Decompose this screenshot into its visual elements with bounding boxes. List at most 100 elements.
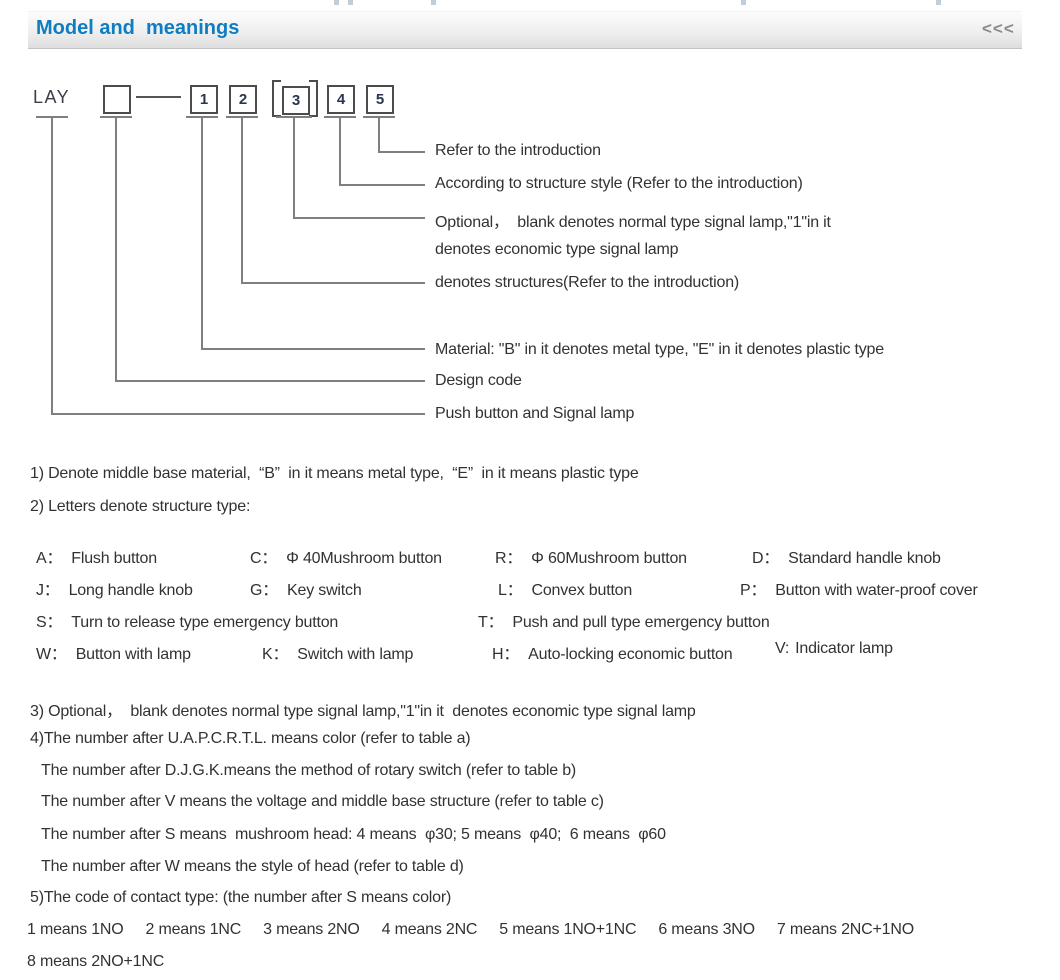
- structure-type-J: J： Long handle knob: [36, 576, 193, 600]
- connector-5-h: [378, 151, 425, 153]
- type-code: K：: [262, 646, 289, 663]
- connector-3-v: [293, 118, 295, 219]
- callout-product: Push button and Signal lamp: [435, 405, 635, 422]
- type-label: Switch with lamp: [297, 646, 414, 663]
- structure-type-H: H： Auto-locking economic button: [492, 640, 733, 664]
- type-code: R：: [495, 550, 523, 567]
- type-label: Flush button: [71, 550, 157, 567]
- type-label: Indicator lamp: [795, 640, 893, 657]
- note-4-sub1: The number after D.J.G.K.means the metho…: [41, 762, 577, 779]
- note-4-sub4: The number after W means the style of he…: [41, 858, 464, 875]
- contact-code: 7 means 2NC+1NO: [776, 921, 914, 938]
- structure-type-R: R： Φ 60Mushroom button: [495, 544, 687, 568]
- type-code: G：: [250, 582, 279, 599]
- tick-3: [276, 116, 312, 118]
- structure-type-L: L： Convex button: [498, 576, 632, 600]
- structure-type-C: C： Φ 40Mushroom button: [250, 544, 442, 568]
- type-label: Turn to release type emergency button: [71, 614, 339, 631]
- clipped-mark: [334, 0, 339, 5]
- model-box-design: [103, 85, 131, 114]
- right-bracket: [309, 80, 318, 117]
- contact-code: 1 means 1NO: [27, 921, 124, 938]
- connector-design-h: [115, 380, 425, 382]
- model-dash: [136, 96, 181, 98]
- section-header-bar: Model and meanings: [28, 11, 1022, 49]
- clipped-mark: [741, 0, 746, 5]
- contact-code: 5 means 1NO+1NC: [499, 921, 637, 938]
- type-label: Standard handle knob: [788, 550, 941, 567]
- contact-code-row: 1 means 1NO 2 means 1NC 3 means 2NO 4 me…: [27, 921, 914, 939]
- connector-lay-v: [51, 118, 53, 415]
- callout-optional-line1: Optional， blank denotes normal type sign…: [435, 214, 831, 231]
- tick-lay: [36, 116, 68, 118]
- clipped-mark: [936, 0, 941, 5]
- note-5: 5)The code of contact type: (the number …: [30, 889, 452, 906]
- type-label: Button with lamp: [75, 646, 191, 663]
- clipped-mark: [431, 0, 436, 5]
- contact-code: 6 means 3NO: [658, 921, 755, 938]
- structure-type-T: T： Push and pull type emergency button: [478, 608, 770, 632]
- structure-type-K: K： Switch with lamp: [262, 640, 413, 664]
- contact-code-line2: 8 means 2NO+1NC: [27, 953, 165, 970]
- contact-code: 2 means 1NC: [145, 921, 242, 938]
- connector-4-v: [339, 118, 341, 186]
- type-code: L：: [498, 582, 523, 599]
- type-code: T：: [478, 614, 504, 631]
- connector-4-h: [339, 184, 425, 186]
- structure-type-S: S： Turn to release type emergency button: [36, 608, 338, 632]
- type-code: A：: [36, 550, 63, 567]
- structure-type-W: W： Button with lamp: [36, 640, 191, 664]
- connector-1-h: [201, 348, 425, 350]
- type-label: Long handle knob: [68, 582, 193, 599]
- structure-type-D: D： Standard handle knob: [752, 544, 941, 568]
- type-code: S：: [36, 614, 63, 631]
- note-4-sub3: The number after S means mushroom head: …: [41, 826, 666, 843]
- structure-type-P: P： Button with water-proof cover: [740, 576, 978, 600]
- tick-4: [324, 116, 356, 118]
- type-label: Convex button: [531, 582, 633, 599]
- model-box-2: 2: [229, 85, 257, 114]
- type-label: Φ 40Mushroom button: [286, 550, 442, 567]
- connector-design-v: [115, 118, 117, 382]
- tick-1: [186, 116, 218, 118]
- callout-refer: Refer to the introduction: [435, 142, 601, 159]
- type-label: Button with water-proof cover: [775, 582, 978, 599]
- connector-1-v: [201, 118, 203, 350]
- note-2: 2) Letters denote structure type:: [30, 498, 251, 515]
- structure-type-A: A： Flush button: [36, 544, 157, 568]
- connector-2-v: [241, 118, 243, 284]
- contact-code: 4 means 2NC: [381, 921, 478, 938]
- type-label: Auto-locking economic button: [528, 646, 733, 663]
- callout-material: Material: "B" in it denotes metal type, …: [435, 341, 884, 358]
- tick-2: [226, 116, 258, 118]
- tick-5: [363, 116, 395, 118]
- type-code: C：: [250, 550, 278, 567]
- type-label: Key switch: [287, 582, 362, 599]
- connector-5-v: [378, 118, 380, 153]
- collapse-chevrons-icon[interactable]: <<<: [982, 19, 1015, 38]
- type-code: V:: [775, 640, 790, 657]
- callout-optional-line2: denotes economic type signal lamp: [435, 241, 679, 258]
- clipped-mark: [348, 0, 353, 5]
- connector-lay-h: [51, 413, 425, 415]
- type-label: Φ 60Mushroom button: [531, 550, 687, 567]
- type-code: J：: [36, 582, 60, 599]
- connector-3-h: [293, 217, 425, 219]
- type-label: Push and pull type emergency button: [512, 614, 770, 631]
- connector-2-h: [241, 282, 425, 284]
- section-title: Model and meanings: [36, 17, 240, 39]
- model-box-1: 1: [190, 85, 218, 114]
- callout-design-code: Design code: [435, 372, 522, 389]
- callout-structures: denotes structures(Refer to the introduc…: [435, 274, 740, 291]
- tick-design: [100, 116, 132, 118]
- model-prefix: LAY: [33, 87, 71, 107]
- type-code: W：: [36, 646, 67, 663]
- note-4: 4)The number after U.A.P.C.R.T.L. means …: [30, 730, 471, 747]
- structure-type-V: V: Indicator lamp: [775, 640, 893, 658]
- note-3: 3) Optional， blank denotes normal type s…: [30, 703, 696, 720]
- callout-structure-style: According to structure style (Refer to t…: [435, 175, 803, 192]
- left-bracket: [272, 80, 281, 117]
- model-box-3: 3: [282, 86, 310, 115]
- type-code: D：: [752, 550, 780, 567]
- type-code: H：: [492, 646, 520, 663]
